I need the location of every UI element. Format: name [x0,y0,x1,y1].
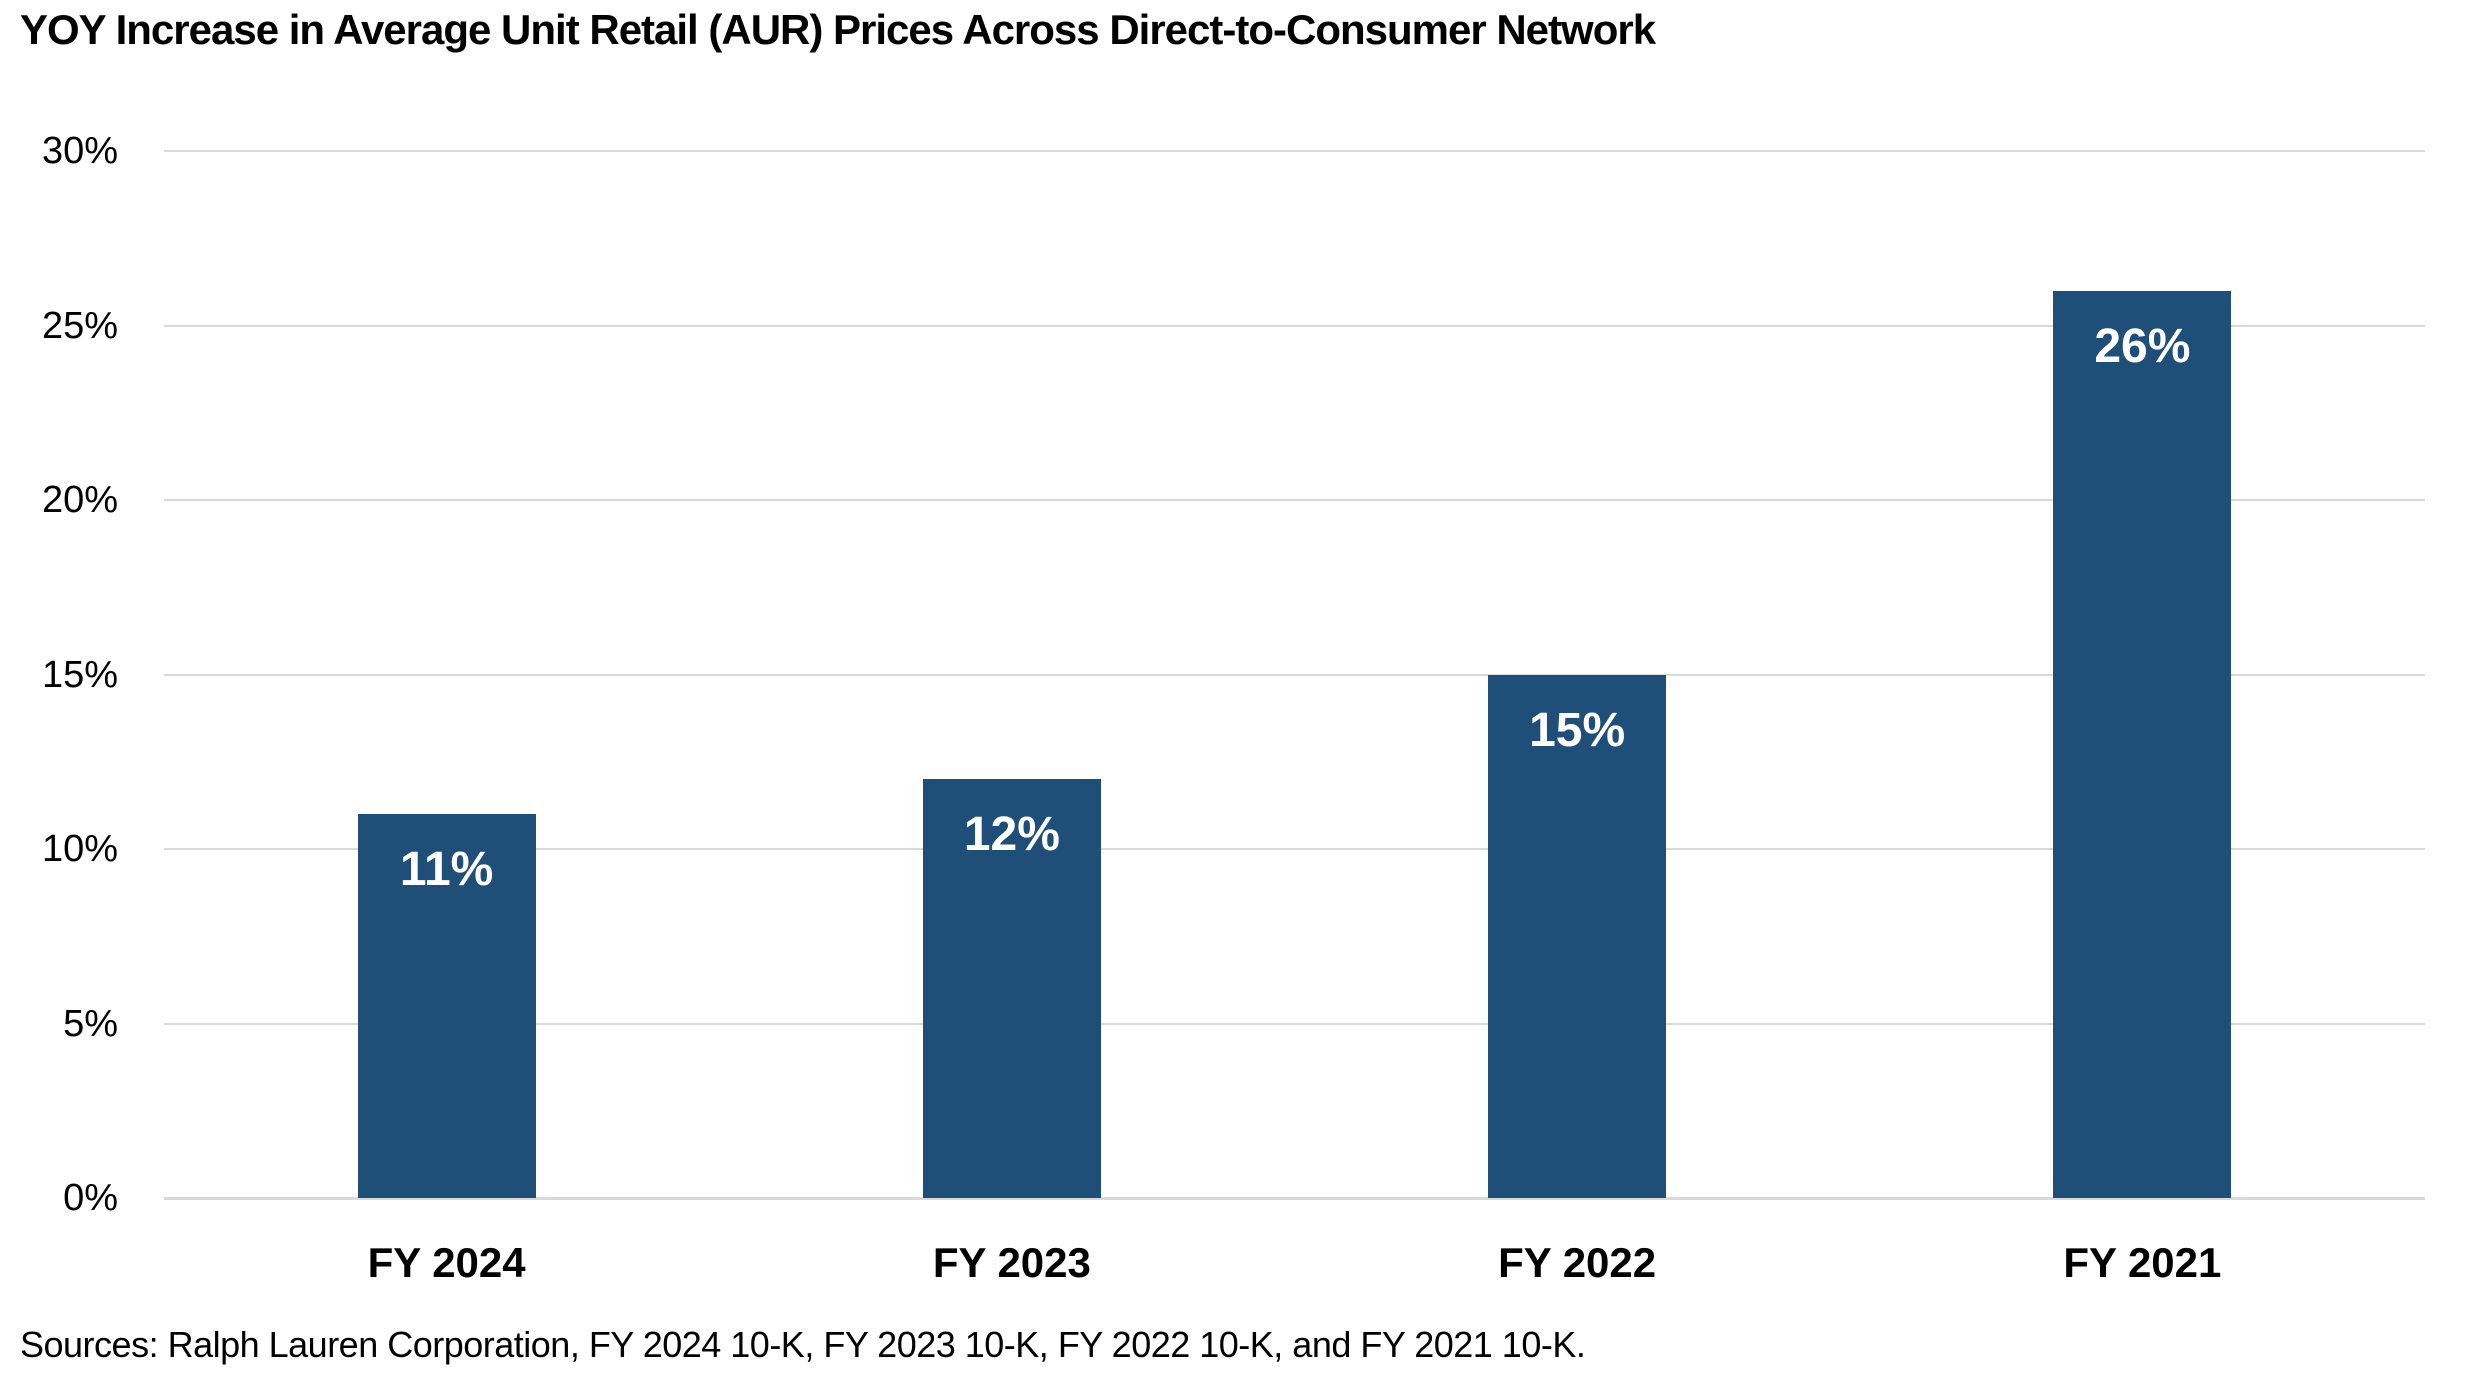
bar-fy-2023: 12% [922,779,1101,1198]
bar-value-label-fy-2022: 15% [1529,703,1626,757]
bar-fy-2022: 15% [1488,674,1667,1198]
source-note: Sources: Ralph Lauren Corporation, FY 20… [20,1324,1586,1365]
bar-fy-2024: 11% [357,814,536,1198]
gridline-20pct [164,499,2425,501]
gridline-15pct [164,673,2425,676]
y-tick-label-25pct: 25% [41,304,118,347]
chart-title: YOY Increase in Average Unit Retail (AUR… [20,6,1656,53]
y-tick-label-20pct: 20% [41,479,118,521]
y-tick-label-5pct: 5% [63,1002,118,1045]
y-tick-label-15pct: 15% [41,653,118,696]
bar-value-label-fy-2024: 11% [399,843,494,897]
bar-value-label-fy-2021: 26% [2094,319,2191,373]
gridline-5pct [164,1022,2425,1025]
plot-area: 0% 5% 10% 15% 20% 25% 30% 11% FY 2024 12% FY 2023 1… [42,130,2425,1286]
y-tick-label-0pct: 0% [63,1177,118,1219]
y-tick-label-30pct: 30% [41,130,118,172]
gridline-30pct [164,150,2425,152]
gridline-0pct [164,1197,2425,1200]
x-tick-label-fy-2021: FY 2021 [2063,1239,2222,1286]
x-tick-label-fy-2023: FY 2023 [932,1239,1091,1286]
gridline-10pct [164,848,2425,850]
y-tick-label-10pct: 10% [41,828,118,870]
bar-value-label-fy-2023: 12% [963,808,1060,862]
x-tick-label-fy-2024: FY 2024 [367,1239,526,1286]
gridline-25pct [164,324,2425,327]
bar-fy-2021: 26% [2053,290,2232,1198]
x-tick-label-fy-2022: FY 2022 [1498,1239,1657,1286]
